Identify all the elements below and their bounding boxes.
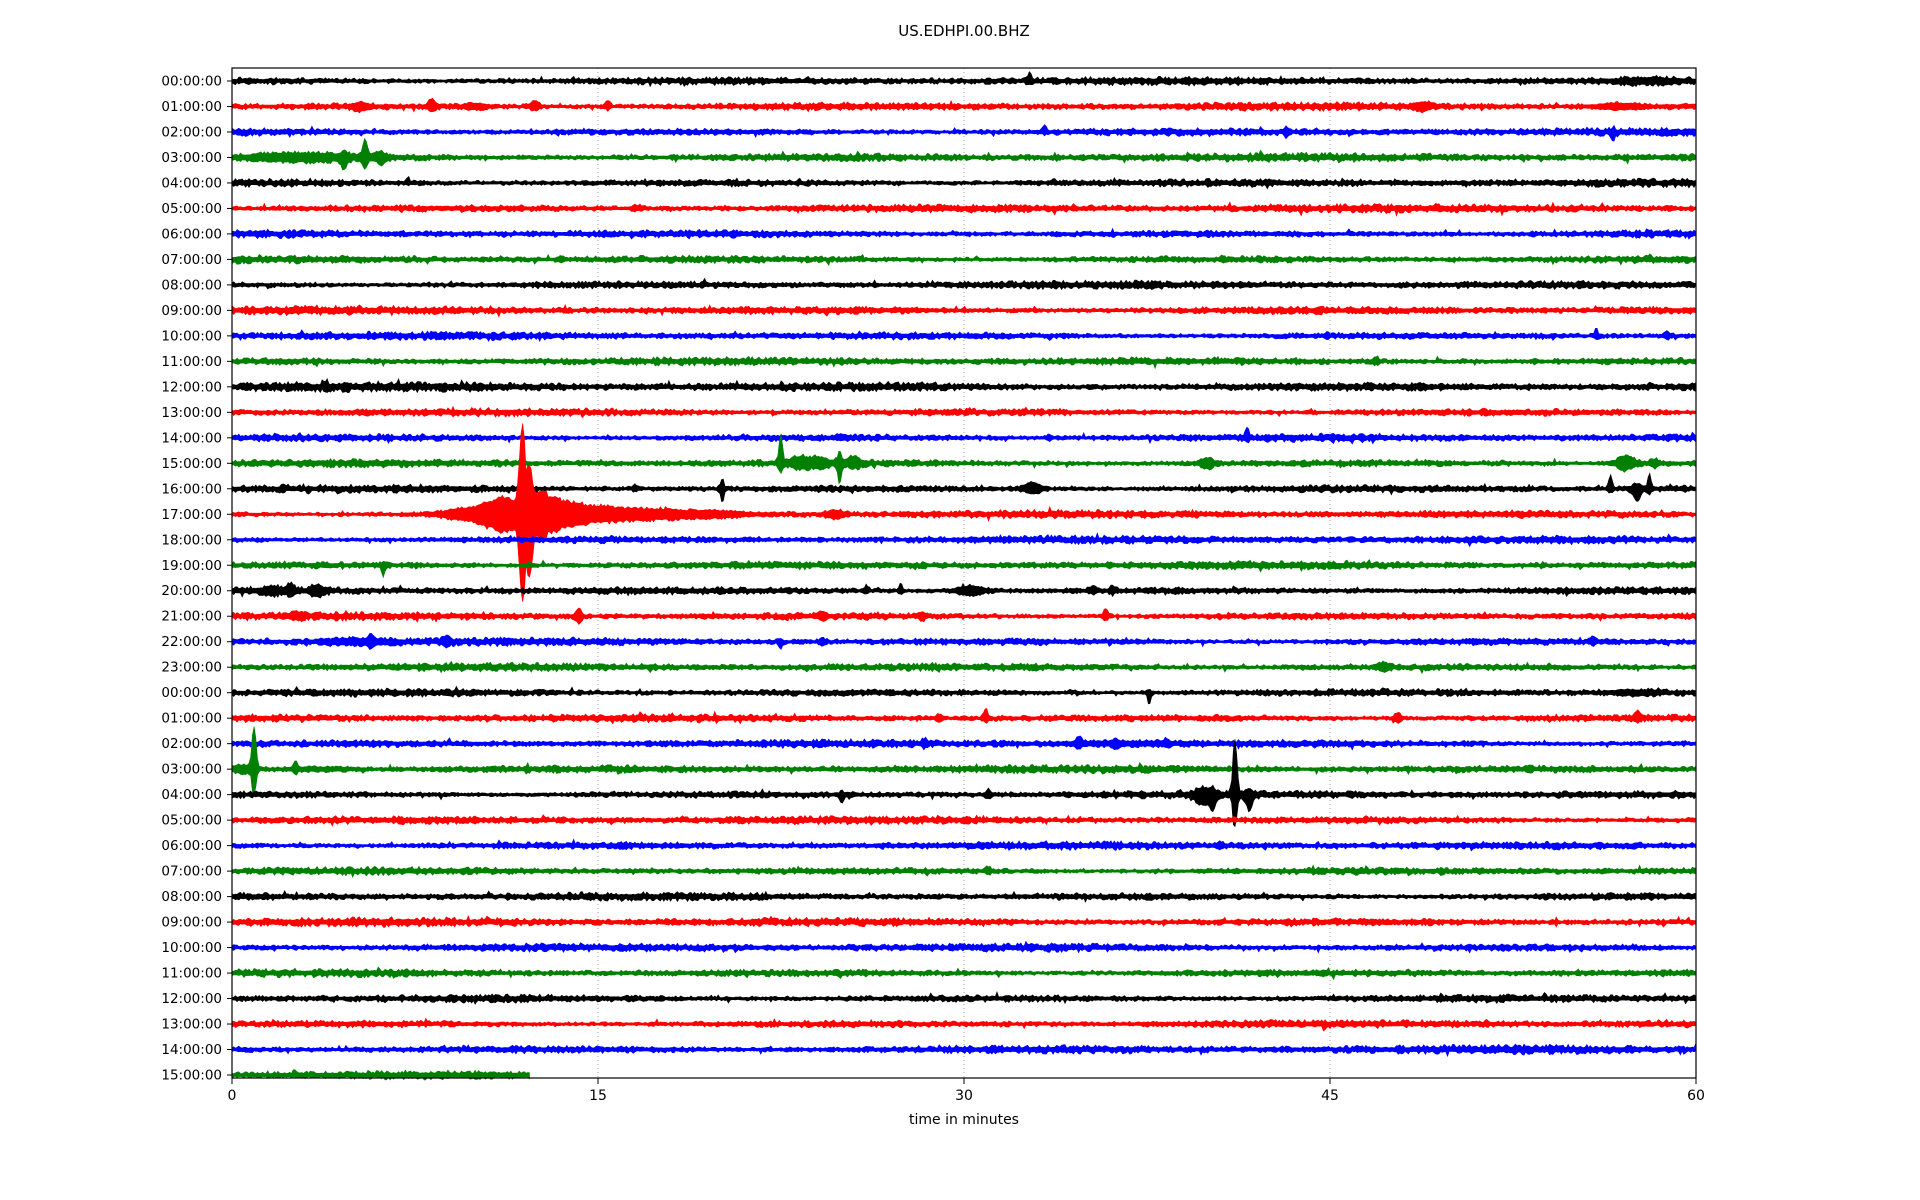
trace-row-25: [231, 708, 1696, 725]
trace-row-20: [231, 581, 1696, 599]
y-tick-label: 14:00:00: [161, 1042, 222, 1058]
trace-row-10: [231, 328, 1696, 343]
x-tick-label: 30: [955, 1088, 973, 1104]
trace-row-14: [231, 426, 1696, 445]
trace-row-33: [231, 915, 1696, 928]
trace-row-24: [231, 685, 1696, 705]
trace-row-31: [231, 864, 1696, 878]
y-tick-label: 13:00:00: [161, 1017, 222, 1033]
x-tick-label: 60: [1687, 1088, 1705, 1104]
y-tick-label: 14:00:00: [161, 430, 222, 446]
y-tick-label: 12:00:00: [161, 379, 222, 395]
trace-row-6: [231, 227, 1696, 240]
y-tick-label: 21:00:00: [161, 609, 222, 625]
trace-row-36: [231, 990, 1696, 1005]
y-tick-label: 19:00:00: [161, 558, 222, 574]
trace-row-17: [231, 423, 1696, 602]
trace-row-38: [231, 1043, 1696, 1058]
y-tick-label: 02:00:00: [161, 736, 222, 752]
y-tick-label: 05:00:00: [161, 201, 222, 217]
y-tick-label: 15:00:00: [161, 456, 222, 472]
trace-row-11: [231, 355, 1696, 370]
axes-frame: [227, 67, 1697, 1084]
y-tick-label: 08:00:00: [161, 889, 222, 905]
y-tick-label: 01:00:00: [161, 99, 222, 115]
y-tick-label: 03:00:00: [161, 762, 222, 778]
y-tick-label: 05:00:00: [161, 813, 222, 829]
y-tick-label: 02:00:00: [161, 124, 222, 140]
y-tick-label: 11:00:00: [161, 354, 222, 370]
y-tick-label: 07:00:00: [161, 252, 222, 268]
axis-tick-labels: 00:00:00 01:00:00 02:00:00 03:00:00 04:00:00…: [161, 74, 1705, 1105]
y-tick-label: 10:00:00: [161, 940, 222, 956]
y-tick-label: 22:00:00: [161, 634, 222, 650]
trace-row-26: [231, 735, 1696, 751]
trace-row-22: [231, 633, 1696, 650]
y-tick-label: 01:00:00: [161, 711, 222, 727]
gridlines: [597, 68, 1331, 1078]
y-tick-label: 13:00:00: [161, 405, 222, 421]
y-tick-label: 00:00:00: [161, 74, 222, 90]
y-tick-label: 16:00:00: [161, 481, 222, 497]
trace-row-34: [231, 940, 1696, 954]
y-tick-label: 03:00:00: [161, 150, 222, 166]
x-tick-label: 0: [228, 1088, 237, 1104]
trace-row-21: [231, 607, 1696, 625]
y-tick-label: 06:00:00: [161, 838, 222, 854]
x-tick-label: 15: [589, 1088, 607, 1104]
y-tick-label: 12:00:00: [161, 991, 222, 1007]
trace-row-2: [231, 124, 1696, 142]
y-tick-label: 10:00:00: [161, 328, 222, 344]
trace-row-4: [231, 176, 1696, 190]
trace-row-16: [231, 472, 1696, 502]
y-tick-label: 06:00:00: [161, 226, 222, 242]
x-axis-label: time in minutes: [909, 1112, 1019, 1128]
y-tick-label: 07:00:00: [161, 864, 222, 880]
y-tick-label: 20:00:00: [161, 583, 222, 599]
trace-row-3: [231, 137, 1696, 171]
y-tick-label: 17:00:00: [161, 507, 222, 523]
y-tick-label: 00:00:00: [161, 685, 222, 701]
y-tick-label: 04:00:00: [161, 787, 222, 803]
trace-row-7: [231, 253, 1696, 266]
y-tick-label: 09:00:00: [161, 303, 222, 319]
x-tick-label: 45: [1321, 1088, 1339, 1104]
y-tick-label: 09:00:00: [161, 915, 222, 931]
y-tick-label: 23:00:00: [161, 660, 222, 676]
y-tick-label: 15:00:00: [161, 1068, 222, 1084]
trace-row-23: [231, 660, 1696, 675]
y-tick-label: 18:00:00: [161, 532, 222, 548]
y-tick-label: 11:00:00: [161, 966, 222, 982]
trace-row-9: [231, 304, 1696, 318]
y-tick-label: 04:00:00: [161, 175, 222, 191]
y-tick-label: 08:00:00: [161, 277, 222, 293]
page-title: US.EDHPI.00.BHZ: [898, 22, 1030, 40]
